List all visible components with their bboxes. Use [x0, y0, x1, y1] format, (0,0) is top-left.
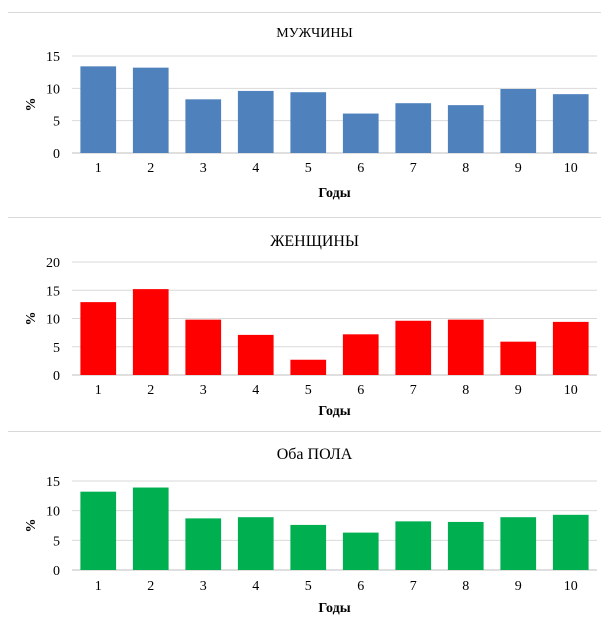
x-tick-label: 1 [95, 383, 102, 398]
y-axis-title: % [24, 519, 39, 533]
bar [552, 321, 589, 375]
y-tick-label: 5 [53, 341, 60, 356]
y-tick-label: 0 [53, 369, 60, 384]
bar [500, 517, 537, 570]
chart-panel-both: Оба ПОЛА 0 5 10 15 1 2 3 4 5 6 7 8 9 10 Годы% [0, 432, 603, 627]
bar [500, 88, 537, 153]
x-tick-label: 2 [147, 161, 154, 176]
bar [342, 113, 379, 153]
bar [237, 334, 274, 375]
y-tick-label: 15 [46, 50, 60, 65]
chart-both: Оба ПОЛА 0 5 10 15 1 2 3 4 5 6 7 8 9 10 Годы% [24, 446, 597, 616]
bar [447, 319, 484, 375]
x-tick-label: 3 [200, 579, 207, 594]
chart-women: ЖЕНЩИНЫ 0 5 10 15 20 1 2 3 4 5 6 7 8 9 10 Годы% [24, 233, 597, 419]
x-tick-label: 2 [147, 579, 154, 594]
y-tick-label: 10 [46, 82, 60, 97]
x-tick-label: 9 [515, 579, 522, 594]
x-tick-label: 7 [410, 161, 417, 176]
divider-2 [8, 431, 601, 432]
x-axis-title: Годы [318, 186, 350, 201]
bar [80, 66, 117, 153]
chart-title: Оба ПОЛА [277, 446, 353, 463]
bar [237, 517, 274, 570]
x-tick-label: 3 [200, 161, 207, 176]
x-tick-label: 6 [357, 579, 364, 594]
x-tick-label: 10 [564, 383, 578, 398]
bar [500, 341, 537, 375]
y-tick-label: 0 [53, 147, 60, 162]
y-axis-title: % [24, 98, 39, 112]
y-tick-label: 5 [53, 115, 60, 130]
y-tick-label: 0 [53, 564, 60, 579]
x-tick-label: 3 [200, 383, 207, 398]
chart-men: МУЖЧИНЫ 0 5 10 15 1 2 3 4 5 6 7 8 9 10 Годы% [24, 26, 597, 201]
bar [395, 320, 432, 375]
x-tick-label: 8 [462, 579, 469, 594]
bar [237, 90, 274, 153]
x-tick-label: 9 [515, 161, 522, 176]
chart-panel-men: МУЖЧИНЫ 0 5 10 15 1 2 3 4 5 6 7 8 9 10 Годы% [0, 13, 603, 216]
bar [80, 302, 117, 375]
bar [552, 514, 589, 570]
x-tick-label: 2 [147, 383, 154, 398]
x-tick-label: 1 [95, 161, 102, 176]
bar [290, 359, 327, 375]
chart-title: ЖЕНЩИНЫ [270, 233, 359, 250]
bar [395, 103, 432, 153]
chart-title: МУЖЧИНЫ [276, 26, 352, 41]
x-tick-label: 7 [410, 383, 417, 398]
x-tick-label: 4 [252, 383, 259, 398]
x-tick-label: 4 [252, 161, 259, 176]
y-tick-label: 5 [53, 534, 60, 549]
bar [342, 532, 379, 570]
x-tick-label: 8 [462, 161, 469, 176]
x-tick-label: 5 [305, 579, 312, 594]
chart-panel-women: ЖЕНЩИНЫ 0 5 10 15 20 1 2 3 4 5 6 7 8 9 10 Годы% [0, 218, 603, 430]
x-tick-label: 7 [410, 579, 417, 594]
x-axis-title: Годы [318, 404, 350, 419]
x-tick-label: 9 [515, 383, 522, 398]
x-tick-label: 5 [305, 383, 312, 398]
bar [290, 524, 327, 570]
x-tick-label: 5 [305, 161, 312, 176]
bar [185, 99, 222, 153]
y-tick-label: 15 [46, 284, 60, 299]
bar [132, 289, 169, 375]
x-tick-label: 10 [564, 579, 578, 594]
bar [80, 491, 117, 570]
x-tick-label: 1 [95, 579, 102, 594]
top-divider [8, 12, 601, 13]
y-tick-label: 20 [46, 256, 60, 271]
divider-1 [8, 217, 601, 218]
x-axis-title: Годы [318, 601, 350, 616]
bar [132, 487, 169, 570]
y-tick-label: 15 [46, 475, 60, 490]
bar [185, 319, 222, 375]
bar [290, 92, 327, 153]
x-tick-label: 6 [357, 161, 364, 176]
bar [447, 105, 484, 153]
x-tick-label: 4 [252, 579, 259, 594]
x-tick-label: 8 [462, 383, 469, 398]
bar [395, 521, 432, 570]
bar [447, 521, 484, 570]
x-tick-label: 6 [357, 383, 364, 398]
y-tick-label: 10 [46, 505, 60, 520]
bar [552, 94, 589, 153]
bar [132, 67, 169, 153]
bar [185, 518, 222, 570]
x-tick-label: 10 [564, 161, 578, 176]
y-tick-label: 10 [46, 313, 60, 328]
y-axis-title: % [24, 312, 39, 326]
bar [342, 334, 379, 375]
